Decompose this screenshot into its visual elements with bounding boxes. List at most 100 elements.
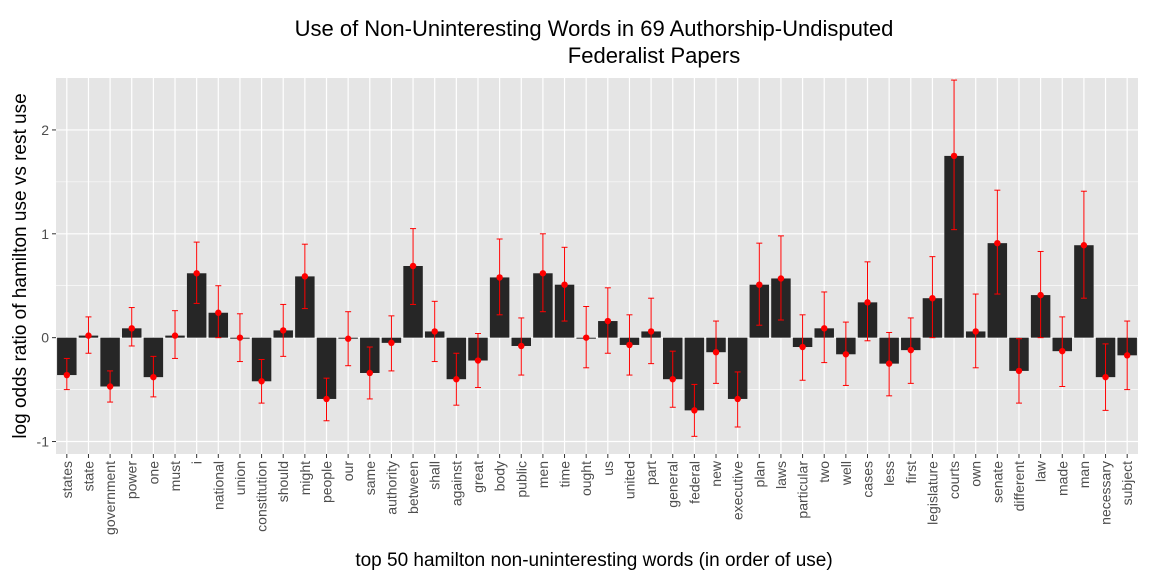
x-axis-ticks: states state government power one must i nation… bbox=[59, 454, 1135, 535]
data-point bbox=[1037, 291, 1044, 299]
x-tick-label: man bbox=[1076, 461, 1092, 488]
chart-title-line-2: Federalist Papers bbox=[568, 43, 740, 68]
data-point bbox=[150, 373, 157, 381]
data-point bbox=[929, 294, 936, 302]
data-point bbox=[280, 327, 287, 334]
data-point bbox=[1059, 347, 1066, 355]
data-point bbox=[582, 334, 590, 341]
bar bbox=[100, 337, 120, 387]
data-point bbox=[388, 339, 395, 347]
x-tick-label: must bbox=[167, 461, 183, 491]
x-tick-label: own bbox=[968, 461, 984, 487]
data-point bbox=[647, 328, 655, 335]
data-point bbox=[63, 371, 71, 379]
x-tick-label: state bbox=[80, 461, 96, 492]
x-tick-label: two bbox=[816, 461, 832, 483]
data-point bbox=[1102, 373, 1109, 381]
data-point bbox=[106, 383, 114, 390]
x-tick-label: ought bbox=[578, 461, 594, 496]
x-tick-label: great bbox=[470, 461, 486, 493]
data-point bbox=[994, 239, 1001, 247]
bar bbox=[316, 337, 337, 399]
x-tick-label: cases bbox=[860, 461, 876, 498]
data-point bbox=[474, 357, 482, 364]
x-tick-label: plan bbox=[751, 461, 767, 487]
data-point bbox=[734, 395, 741, 403]
x-tick-label: courts bbox=[946, 461, 962, 499]
data-point bbox=[409, 262, 417, 270]
data-point bbox=[561, 281, 568, 288]
x-tick-label: first bbox=[903, 461, 919, 484]
x-tick-label: states bbox=[59, 461, 75, 498]
x-tick-label: public bbox=[513, 461, 529, 498]
data-point bbox=[950, 152, 958, 160]
data-point bbox=[712, 349, 720, 356]
y-tick-label: 0 bbox=[41, 330, 49, 346]
bar bbox=[944, 155, 964, 338]
x-tick-label: law bbox=[1033, 460, 1049, 482]
data-point bbox=[344, 335, 352, 342]
x-tick-label: national bbox=[210, 461, 226, 510]
point-layer bbox=[63, 152, 1131, 414]
data-point bbox=[626, 341, 633, 349]
x-tick-label: i bbox=[189, 461, 205, 464]
x-tick-label: shall bbox=[427, 461, 443, 490]
data-point bbox=[431, 328, 438, 335]
data-point bbox=[301, 273, 309, 280]
data-point bbox=[323, 395, 330, 403]
x-tick-label: necessary bbox=[1098, 461, 1114, 525]
x-tick-label: union bbox=[232, 461, 248, 495]
x-tick-label: same bbox=[362, 461, 378, 495]
data-point bbox=[236, 334, 244, 341]
x-tick-label: against bbox=[448, 461, 464, 506]
x-tick-label: government bbox=[102, 461, 118, 535]
data-point bbox=[1123, 352, 1131, 359]
x-tick-label: part bbox=[643, 461, 659, 485]
data-point bbox=[691, 407, 698, 414]
x-tick-label: subject bbox=[1119, 461, 1135, 505]
y-tick-label: -1 bbox=[37, 434, 50, 450]
data-point bbox=[258, 378, 265, 385]
bar bbox=[684, 337, 705, 411]
data-point bbox=[842, 351, 850, 358]
x-tick-label: should bbox=[275, 461, 291, 502]
data-point bbox=[777, 275, 785, 282]
data-point bbox=[669, 376, 676, 383]
data-point bbox=[1080, 242, 1088, 249]
x-tick-label: less bbox=[881, 461, 897, 486]
x-axis-title: top 50 hamilton non-uninteresting words … bbox=[355, 550, 832, 571]
data-point bbox=[518, 342, 525, 350]
x-tick-label: laws bbox=[773, 461, 789, 489]
x-tick-label: well bbox=[838, 461, 854, 486]
data-point bbox=[756, 281, 763, 288]
data-point bbox=[496, 274, 503, 281]
x-tick-label: people bbox=[319, 461, 335, 503]
x-tick-label: constitution bbox=[254, 461, 270, 532]
x-tick-label: united bbox=[621, 461, 637, 499]
y-axis-title: log odds ratio of hamilton use vs rest u… bbox=[10, 93, 31, 438]
x-tick-label: legislature bbox=[924, 461, 940, 525]
x-tick-label: us bbox=[600, 461, 616, 476]
data-point bbox=[539, 270, 547, 277]
data-point bbox=[193, 270, 200, 277]
x-tick-label: senate bbox=[989, 461, 1005, 503]
y-tick-label: 2 bbox=[41, 122, 49, 138]
x-tick-label: authority bbox=[383, 461, 399, 515]
y-tick-label: 1 bbox=[41, 226, 49, 242]
x-tick-label: power bbox=[124, 461, 140, 499]
data-point bbox=[1015, 367, 1023, 375]
x-tick-label: different bbox=[1011, 461, 1027, 511]
data-point bbox=[821, 325, 828, 332]
data-point bbox=[366, 369, 373, 377]
data-point bbox=[907, 346, 914, 354]
x-tick-label: body bbox=[492, 461, 508, 491]
data-point bbox=[171, 332, 179, 339]
bar bbox=[57, 337, 77, 376]
x-tick-label: one bbox=[145, 461, 161, 485]
x-tick-label: new bbox=[708, 460, 724, 487]
bar bbox=[727, 337, 748, 399]
x-tick-label: between bbox=[405, 461, 421, 514]
data-point bbox=[128, 325, 135, 332]
